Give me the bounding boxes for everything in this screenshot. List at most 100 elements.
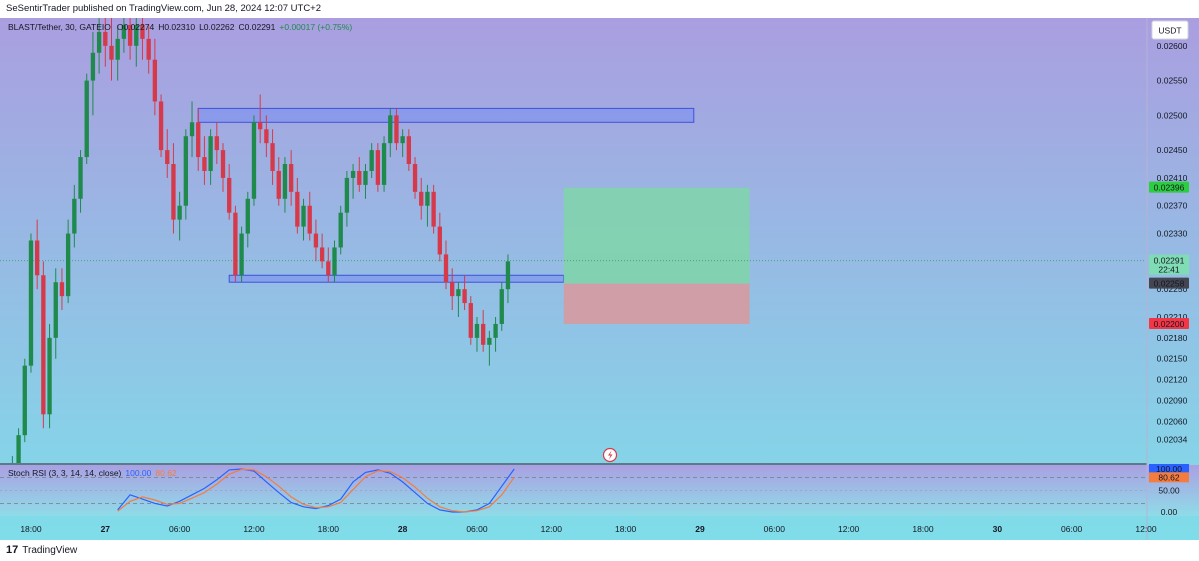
candle-39: [245, 191, 250, 248]
time-tick-7: 12:00: [541, 524, 563, 534]
zone-rect-1[interactable]: [228, 274, 565, 283]
publisher-header: SeSentirTrader published on TradingView.…: [0, 0, 1199, 18]
candle-20: [127, 18, 133, 60]
rsi-legend-d: 80.62: [155, 468, 177, 478]
price-tick-11: 0.02120: [1157, 375, 1188, 385]
candle-12: [78, 150, 83, 213]
rsi-pane-background: [0, 465, 1199, 516]
candle-3: [22, 358, 27, 443]
candle-64: [400, 129, 405, 158]
candle-58: [363, 164, 368, 199]
time-tick-14: 06:00: [1061, 524, 1083, 534]
candle-18: [115, 24, 120, 81]
legend-high: H0.02310: [158, 22, 195, 32]
candles-layer: [11, 18, 511, 463]
candle-24: [152, 38, 158, 116]
candle-52: [326, 247, 331, 283]
candle-48: [301, 198, 306, 241]
candle-32: [202, 136, 207, 185]
legend-open: O0.02274: [117, 22, 155, 32]
price-tick-1: 0.02550: [1157, 76, 1188, 86]
currency-button[interactable]: USDT: [1151, 20, 1189, 40]
candle-37: [233, 205, 238, 283]
symbol-legend: BLAST/Tether, 30, GATEIO O0.02274 H0.02310…: [8, 22, 352, 32]
candle-34: [214, 122, 219, 165]
candle-78: [487, 330, 492, 366]
zone-rect-0[interactable]: [197, 107, 695, 123]
price-label-3: 0.02200: [1149, 317, 1189, 329]
price-label-2: 0.02258: [1149, 277, 1189, 289]
candle-31: [196, 108, 201, 171]
price-label-value-3: 0.02200: [1154, 319, 1185, 329]
brand-name: TradingView: [22, 545, 78, 556]
candle-56: [350, 164, 356, 199]
rsi-series-1: [117, 468, 515, 513]
candle-4: [28, 233, 34, 373]
time-tick-6: 06:00: [466, 524, 488, 534]
time-tick-10: 06:00: [764, 524, 786, 534]
candle-67: [419, 177, 424, 220]
candle-62: [388, 108, 393, 158]
candle-70: [437, 212, 442, 262]
legend-close: C0.02291: [239, 22, 276, 32]
candle-19: [121, 18, 127, 53]
price-tick-5: 0.02370: [1157, 201, 1188, 211]
rsi-title: Stoch RSI (3, 3, 14, 14, close): [8, 468, 122, 478]
alert-icon[interactable]: [602, 447, 618, 463]
time-axis: 18:00 27 06:00 12:00 18:00 28 06:00 12:00 18:00 2…: [20, 524, 1157, 534]
candle-23: [146, 24, 151, 74]
time-tick-0: 18:00: [20, 524, 42, 534]
candle-73: [456, 282, 461, 317]
candle-81: [505, 254, 511, 304]
price-label-time-1: 22:41: [1158, 265, 1180, 275]
candle-66: [412, 157, 418, 199]
price-tick-14: 0.02034: [1157, 434, 1188, 444]
price-tick-4: 0.02410: [1157, 173, 1188, 183]
price-tick-6: 0.02330: [1157, 229, 1188, 239]
candle-47: [295, 177, 300, 234]
candle-7: [47, 323, 52, 429]
tradingview-logo-icon: 17: [6, 544, 19, 556]
rsi-k-badge: [1149, 464, 1189, 474]
rsi-tick-1: 80.62: [1158, 472, 1180, 482]
zones-layer: [0, 107, 1146, 324]
legend-change: +0.00017 (+0.75%): [279, 22, 352, 32]
candle-21: [134, 18, 139, 67]
publisher-line: SeSentirTrader published on TradingView.…: [6, 3, 322, 14]
candle-80: [499, 282, 504, 331]
position-target-zone[interactable]: [563, 187, 750, 284]
position-stop-zone[interactable]: [563, 283, 750, 324]
candle-44: [276, 157, 281, 206]
candle-79: [493, 316, 498, 352]
candle-17: [109, 18, 114, 81]
legend-low: L0.02262: [199, 22, 235, 32]
time-tick-3: 12:00: [243, 524, 265, 534]
candle-77: [481, 310, 486, 352]
price-tick-12: 0.02090: [1157, 395, 1188, 405]
candle-53: [332, 240, 337, 283]
candle-6: [41, 261, 46, 429]
rsi-tick-0: 100.00: [1156, 464, 1182, 474]
candle-59: [369, 143, 374, 178]
chart-area[interactable]: 0.026000.025500.025000.024500.024100.023…: [0, 18, 1199, 540]
candle-51: [319, 233, 325, 269]
time-tick-13: 30: [993, 524, 1003, 534]
time-tick-12: 18:00: [912, 524, 934, 534]
candle-33: [208, 129, 213, 185]
price-label-value-1: 0.02291: [1154, 256, 1185, 266]
candle-25: [158, 94, 164, 158]
candle-57: [357, 157, 362, 192]
candle-1: [11, 456, 13, 463]
candle-71: [443, 240, 449, 290]
time-tick-2: 06:00: [169, 524, 191, 534]
candle-55: [344, 170, 350, 227]
price-tick-8: 0.02210: [1157, 312, 1188, 322]
candle-26: [165, 129, 170, 178]
candle-38: [239, 226, 244, 283]
rsi-d-badge: [1149, 472, 1189, 483]
candle-43: [270, 129, 275, 185]
candle-40: [251, 115, 257, 206]
candle-50: [313, 219, 319, 262]
candle-41: [258, 94, 263, 144]
